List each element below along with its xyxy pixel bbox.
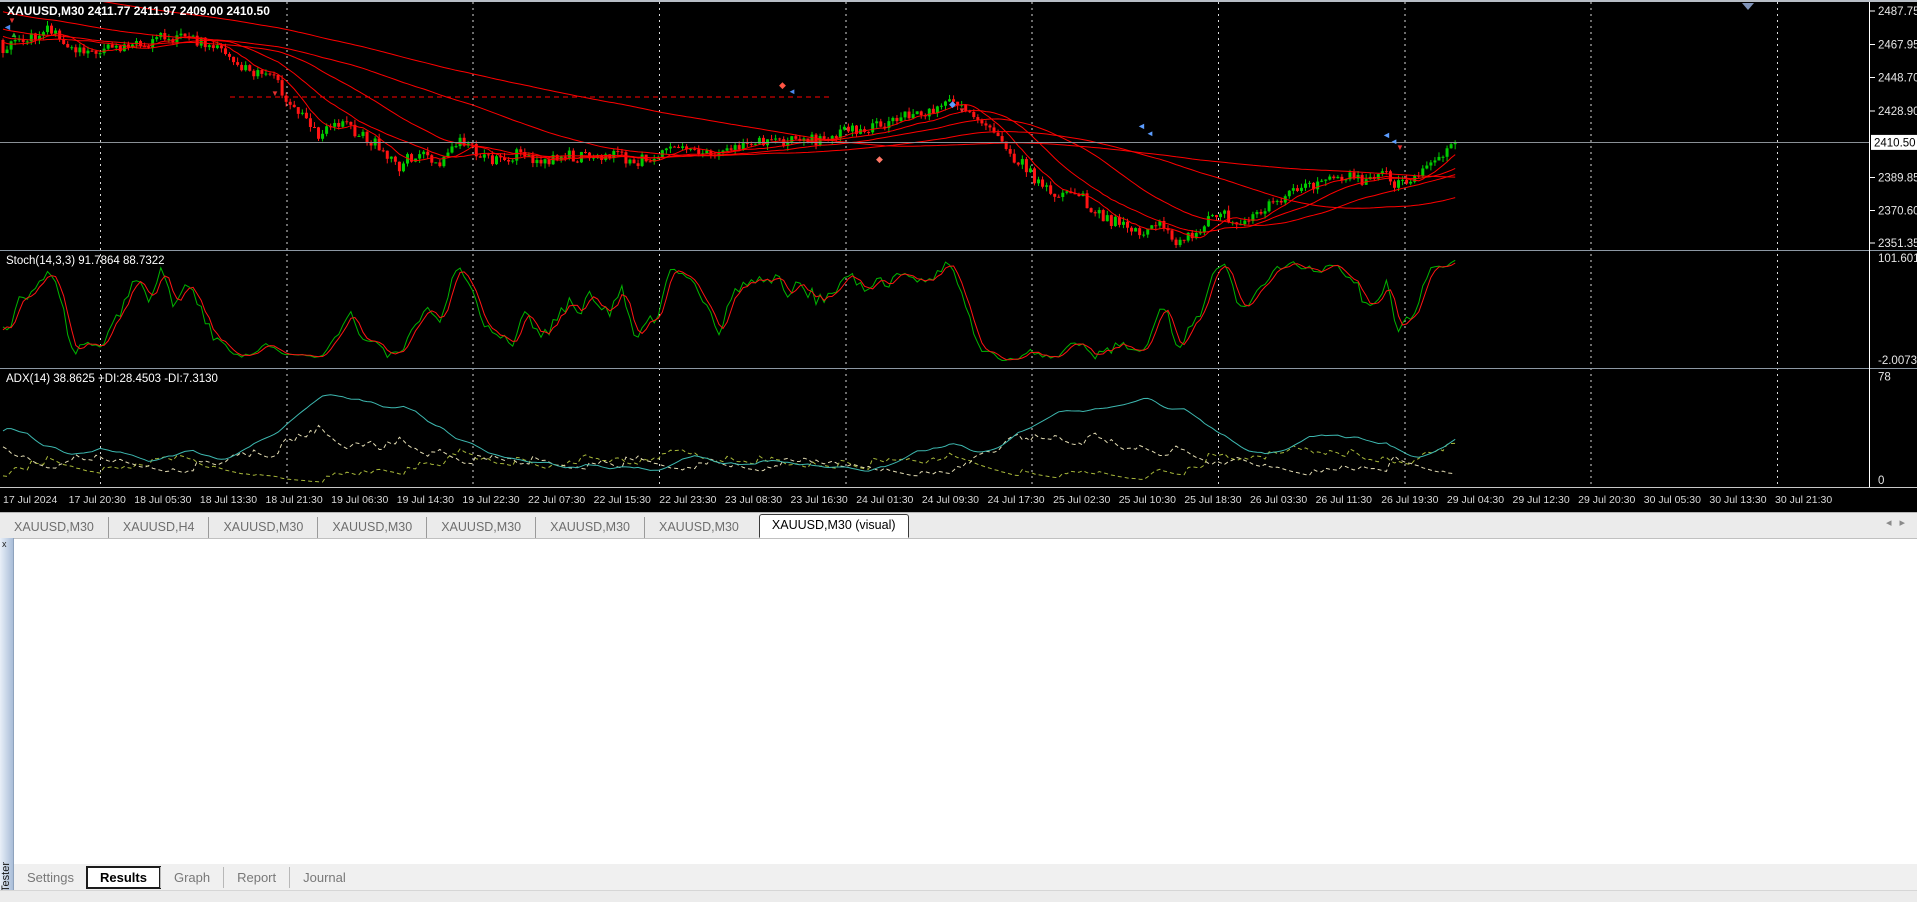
svg-text:19 Jul 14:30: 19 Jul 14:30 (397, 494, 454, 506)
svg-text:19 Jul 06:30: 19 Jul 06:30 (331, 494, 388, 506)
svg-text:◆: ◆ (876, 154, 883, 164)
svg-text:▼: ▼ (1396, 143, 1404, 152)
svg-text:26 Jul 03:30: 26 Jul 03:30 (1250, 494, 1307, 506)
price-axis[interactable]: 2487.75 2467.95 2448.70 2428.90 2389.85 2370.… (1869, 6, 1917, 487)
svg-text:17 Jul 2024: 17 Jul 2024 (3, 494, 57, 506)
svg-text:25 Jul 02:30: 25 Jul 02:30 (1053, 494, 1110, 506)
svg-text:◆: ◆ (949, 99, 956, 109)
svg-text:◄: ◄ (1382, 130, 1391, 140)
chart-tab-0[interactable]: XAUUSD,M30 (14, 520, 94, 534)
tester-results-panel: #TimeTypeOrderSizePriceS / LT / PProfitB… (0, 538, 1917, 864)
svg-text:2428.90: 2428.90 (1878, 106, 1917, 118)
svg-text:23 Jul 08:30: 23 Jul 08:30 (725, 494, 782, 506)
svg-text:29 Jul 04:30: 29 Jul 04:30 (1447, 494, 1504, 506)
time-axis[interactable]: 17 Jul 2024 17 Jul 20:30 18 Jul 05:30 18 Ju… (3, 494, 1832, 506)
svg-text:78: 78 (1878, 372, 1891, 384)
chart-tab-1[interactable]: XAUUSD,H4 (107, 517, 209, 538)
chart-tab-3[interactable]: XAUUSD,M30 (317, 517, 426, 538)
svg-text:25 Jul 10:30: 25 Jul 10:30 (1119, 494, 1176, 506)
svg-text:2389.85: 2389.85 (1878, 173, 1917, 185)
svg-text:2467.95: 2467.95 (1878, 40, 1917, 52)
adx-lines (2, 394, 1456, 483)
svg-text:▲: ▲ (10, 30, 18, 39)
tester-tab-settings[interactable]: Settings (27, 869, 74, 885)
svg-text:2370.60: 2370.60 (1878, 205, 1917, 217)
svg-text:24 Jul 01:30: 24 Jul 01:30 (856, 494, 913, 506)
chart-tab-2[interactable]: XAUUSD,M30 (208, 517, 317, 538)
tester-tab-graph[interactable]: Graph (159, 866, 223, 888)
svg-text:29 Jul 12:30: 29 Jul 12:30 (1512, 494, 1569, 506)
svg-text:17 Jul 20:30: 17 Jul 20:30 (69, 494, 126, 506)
chart-tab-4[interactable]: XAUUSD,M30 (426, 517, 535, 538)
svg-text:18 Jul 13:30: 18 Jul 13:30 (200, 494, 257, 506)
tester-tab-report[interactable]: Report (223, 866, 289, 888)
chart-title: XAUUSD,M30 2411.77 2411.97 2409.00 2410.… (7, 4, 270, 18)
svg-text:2448.70: 2448.70 (1878, 72, 1917, 84)
svg-text:2410.50: 2410.50 (1874, 137, 1916, 149)
svg-text:◄: ◄ (1390, 137, 1398, 146)
svg-text:◆: ◆ (779, 80, 786, 90)
svg-text:▼: ▼ (8, 16, 16, 25)
close-panel-icon[interactable]: x (2, 539, 7, 549)
chart-area[interactable]: ◄ ▲ ▼ ▼ ◆ ◄ ◆ ◆ ▼ ◄ ◄ ◄ ◄ ▼ 2487.75 2467.95 2448.70 2428.… (0, 0, 1917, 512)
svg-text:2487.75: 2487.75 (1878, 6, 1917, 18)
window-footer (0, 890, 1917, 902)
chart-tab-5[interactable]: XAUUSD,M30 (535, 517, 644, 538)
adx-label: ADX(14) 38.8625 +DI:28.4503 -DI:7.3130 (6, 373, 218, 385)
svg-text:◄: ◄ (1146, 129, 1154, 138)
svg-text:23 Jul 16:30: 23 Jul 16:30 (791, 494, 848, 506)
tester-tab-journal[interactable]: Journal (289, 866, 359, 888)
svg-text:22 Jul 23:30: 22 Jul 23:30 (659, 494, 716, 506)
svg-text:29 Jul 20:30: 29 Jul 20:30 (1578, 494, 1635, 506)
trade-markers: ◄▲▼▼◆◄◆◆▼◄◄ ◄◄▼ (3, 16, 1404, 164)
svg-text:30 Jul 05:30: 30 Jul 05:30 (1644, 494, 1701, 506)
chart-tab-bar: XAUUSD,M30 XAUUSD,H4 XAUUSD,M30 XAUUSD,M30 X… (0, 512, 1917, 538)
svg-text:▼: ▼ (271, 89, 279, 98)
svg-text:18 Jul 05:30: 18 Jul 05:30 (134, 494, 191, 506)
svg-text:26 Jul 19:30: 26 Jul 19:30 (1381, 494, 1438, 506)
tester-tab-results[interactable]: Results (85, 865, 161, 889)
tester-side-label: Tester (0, 862, 12, 892)
svg-text:25 Jul 18:30: 25 Jul 18:30 (1184, 494, 1241, 506)
svg-text:24 Jul 17:30: 24 Jul 17:30 (987, 494, 1044, 506)
svg-text:◄: ◄ (788, 87, 796, 96)
tester-side-strip: x Tester (0, 538, 14, 894)
svg-text:◄: ◄ (1137, 121, 1146, 131)
panel-borders (0, 2, 1917, 488)
svg-text:22 Jul 15:30: 22 Jul 15:30 (594, 494, 651, 506)
svg-text:18 Jul 21:30: 18 Jul 21:30 (266, 494, 323, 506)
tester-tab-bar: Settings Results Graph Report Journal (14, 864, 1917, 890)
svg-text:30 Jul 21:30: 30 Jul 21:30 (1775, 494, 1832, 506)
svg-text:24 Jul 09:30: 24 Jul 09:30 (922, 494, 979, 506)
svg-text:2351.35: 2351.35 (1878, 238, 1917, 250)
svg-text:101.6016: 101.6016 (1878, 253, 1917, 265)
svg-text:19 Jul 22:30: 19 Jul 22:30 (462, 494, 519, 506)
price-chart-canvas[interactable]: ◄▲▼▼◆◄◆◆▼◄◄ ◄◄▼2487.752467.952448.702428.… (0, 0, 1917, 512)
svg-text:◄: ◄ (3, 22, 12, 32)
svg-text:22 Jul 07:30: 22 Jul 07:30 (528, 494, 585, 506)
stoch-label: Stoch(14,3,3) 91.7864 88.7322 (6, 255, 165, 267)
stochastic-lines (2, 259, 1456, 362)
candlestick-series (1, 2, 1457, 248)
svg-text:▼: ▼ (958, 106, 966, 115)
chart-tab-6[interactable]: XAUUSD,M30 (644, 517, 753, 538)
chart-shift-marker[interactable] (1742, 3, 1754, 10)
svg-text:26 Jul 11:30: 26 Jul 11:30 (1316, 494, 1373, 506)
svg-text:-2.0073: -2.0073 (1878, 355, 1917, 367)
chart-tab-visual-active[interactable]: XAUUSD,M30 (visual) (758, 514, 909, 538)
svg-text:0: 0 (1878, 475, 1884, 487)
svg-text:30 Jul 13:30: 30 Jul 13:30 (1709, 494, 1766, 506)
tab-scroll-arrows[interactable]: ◂▸ (1885, 517, 1913, 529)
